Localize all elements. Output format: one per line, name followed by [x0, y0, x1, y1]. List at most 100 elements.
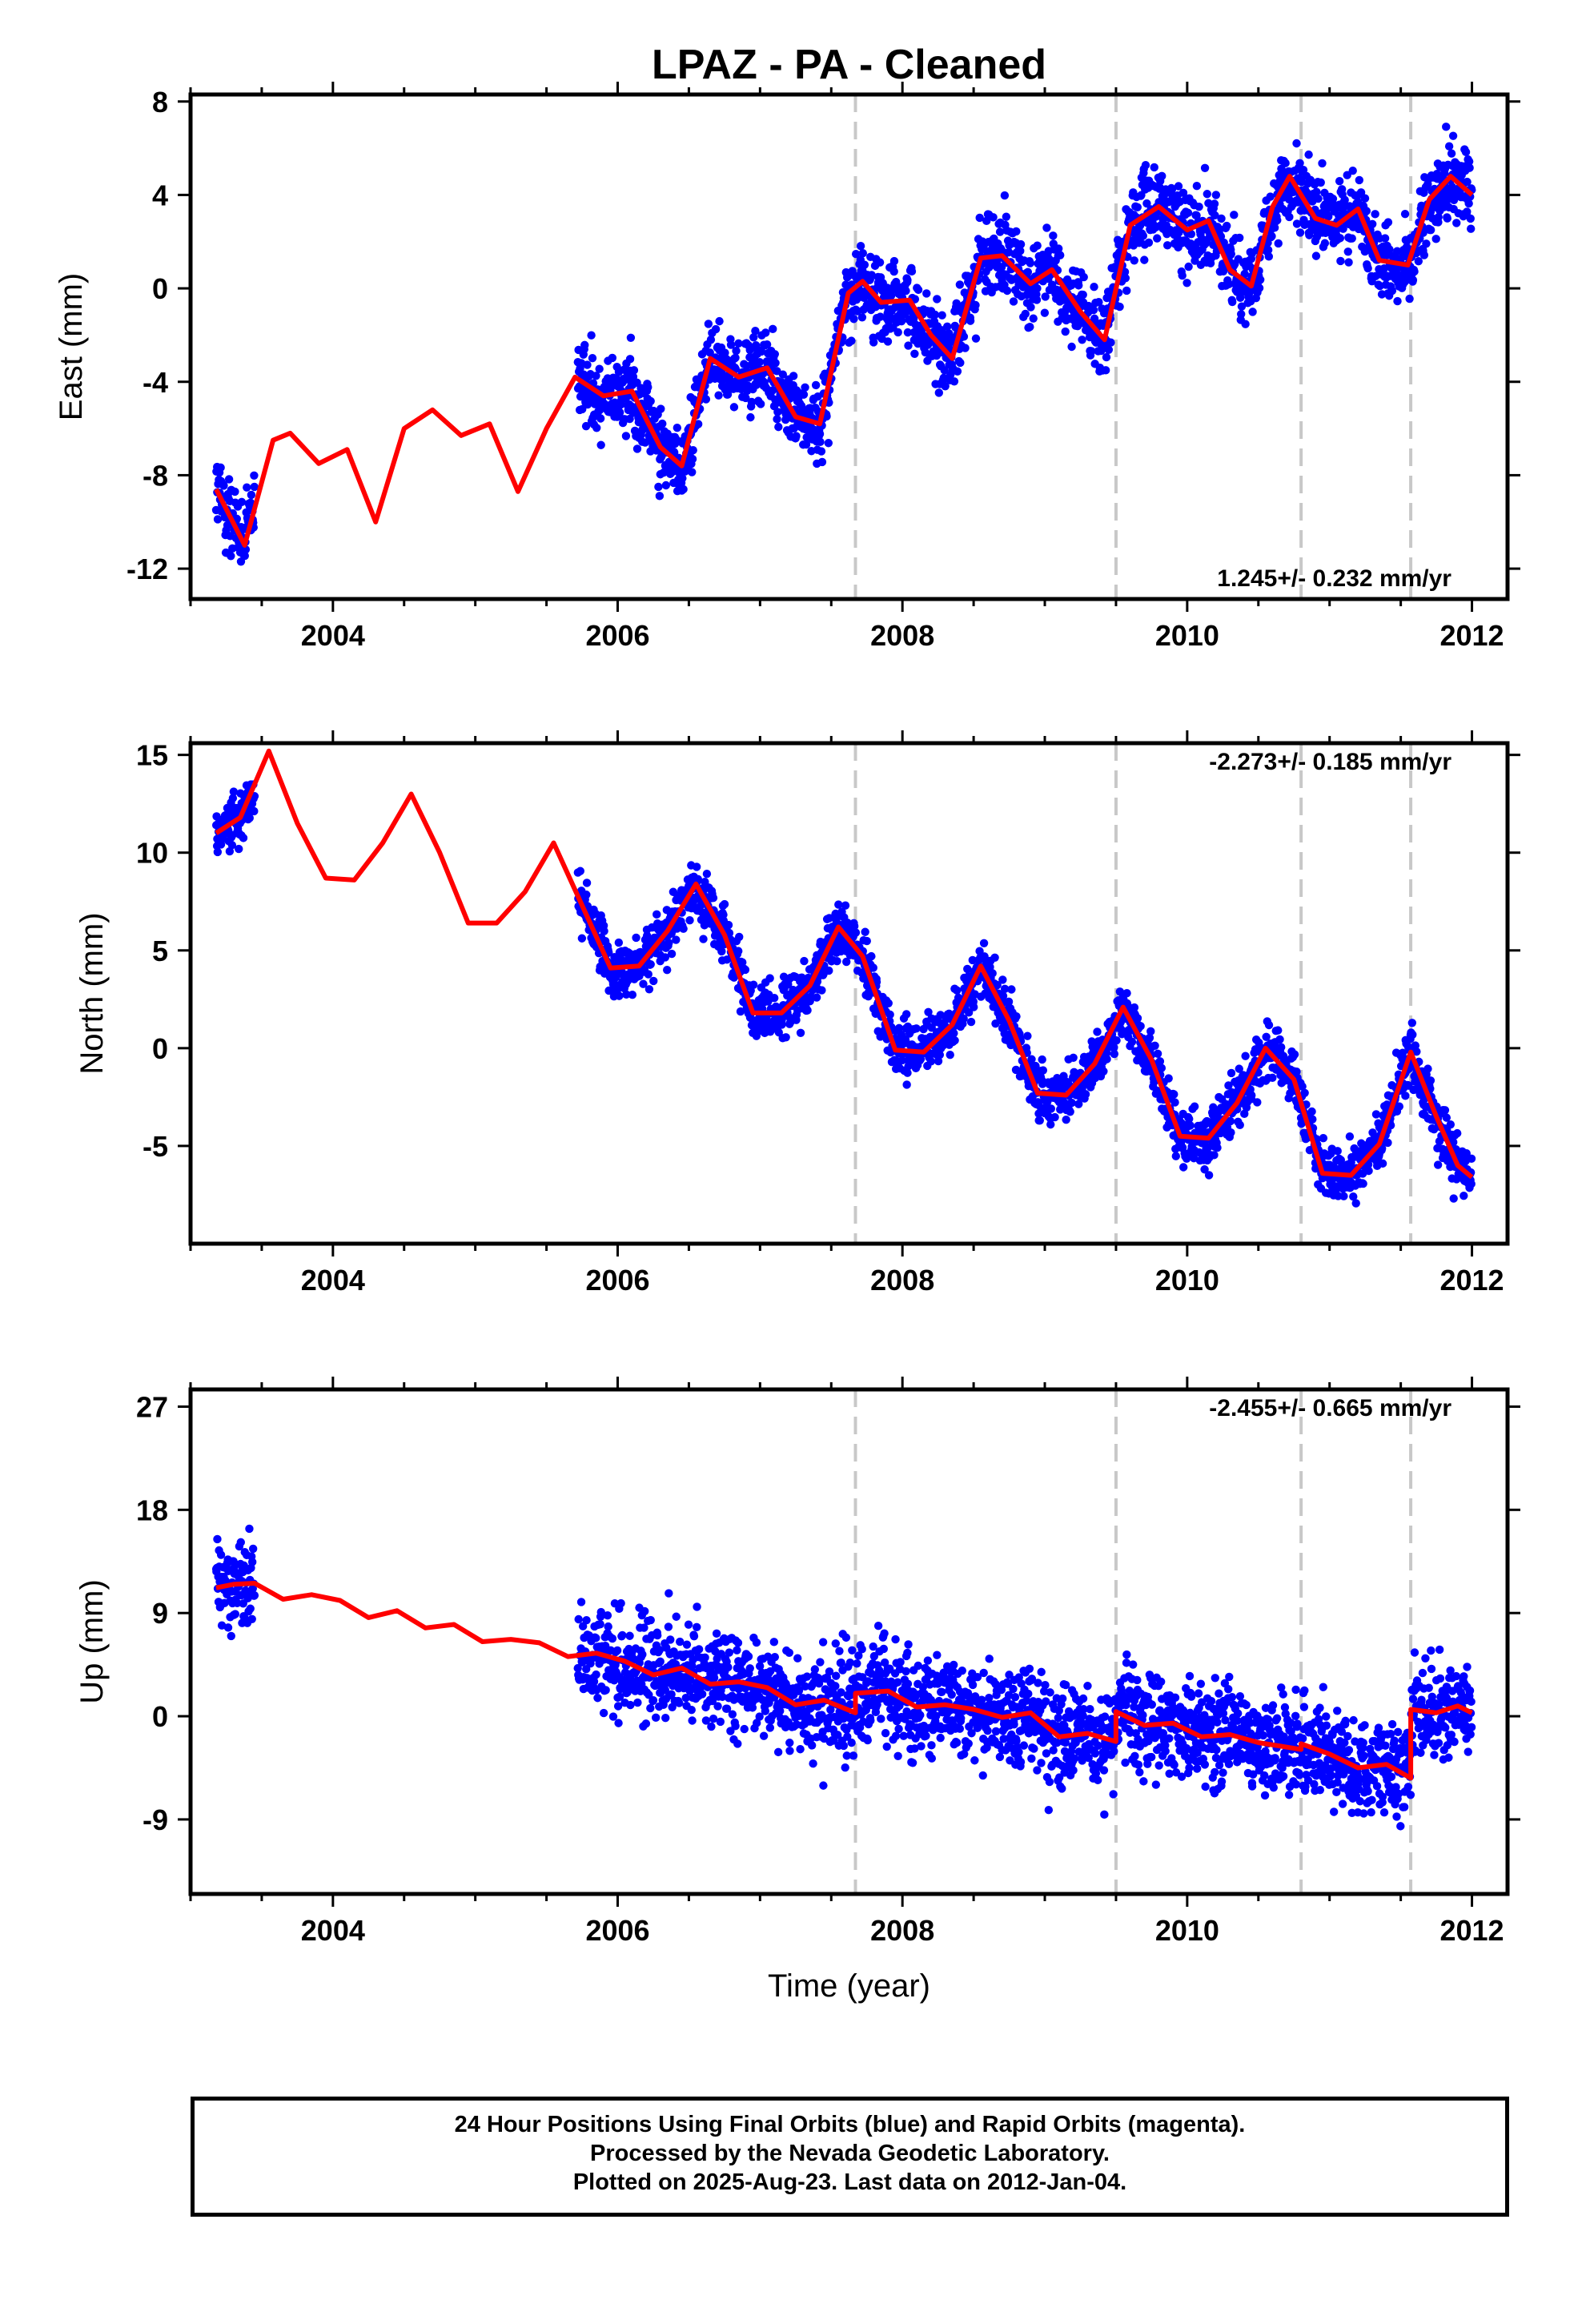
- data-point: [746, 412, 755, 422]
- data-point: [1200, 1165, 1209, 1174]
- data-point: [693, 875, 702, 884]
- data-point: [1461, 147, 1471, 157]
- data-point: [706, 336, 716, 344]
- data-point: [889, 256, 899, 266]
- data-point: [576, 1598, 586, 1606]
- y-tick-label: 10: [136, 837, 168, 870]
- data-point: [1026, 259, 1035, 267]
- data-point: [1393, 296, 1402, 306]
- data-point: [1200, 163, 1210, 173]
- data-point: [979, 939, 989, 947]
- data-point: [661, 480, 671, 490]
- data-point: [1235, 1120, 1244, 1130]
- data-point: [893, 328, 902, 337]
- data-point: [1355, 175, 1364, 185]
- data-point: [247, 490, 256, 500]
- data-point: [1136, 1022, 1145, 1031]
- data-point: [1164, 1074, 1173, 1083]
- data-point: [1141, 161, 1150, 170]
- data-point: [1002, 212, 1011, 221]
- data-point: [245, 1524, 254, 1534]
- data-point: [1224, 1081, 1233, 1090]
- data-point: [1081, 1090, 1090, 1099]
- data-point: [1178, 1163, 1188, 1172]
- data-point: [1204, 1171, 1214, 1180]
- data-point: [1023, 1031, 1032, 1040]
- data-point: [667, 949, 677, 959]
- data-point: [940, 366, 949, 375]
- data-point: [849, 315, 858, 324]
- x-tick-label: 2006: [585, 1264, 649, 1297]
- data-point: [217, 1621, 227, 1630]
- data-point: [1247, 1091, 1256, 1100]
- data-point: [608, 353, 617, 363]
- data-point: [817, 447, 826, 456]
- data-point: [640, 438, 650, 447]
- data-point: [1029, 314, 1038, 323]
- data-point: [580, 340, 589, 350]
- data-point: [625, 355, 635, 364]
- data-point: [998, 991, 1008, 1000]
- data-point: [1268, 1073, 1277, 1083]
- data-point: [1211, 211, 1219, 220]
- data-point: [612, 375, 621, 384]
- data-point: [1224, 279, 1234, 288]
- data-point: [815, 429, 825, 439]
- data-point: [587, 331, 596, 340]
- data-point: [1453, 1128, 1462, 1138]
- data-point: [614, 984, 623, 993]
- data-point: [1130, 256, 1138, 265]
- data-point: [1000, 984, 1010, 994]
- data-point: [1040, 308, 1050, 317]
- data-point: [1066, 1108, 1074, 1116]
- data-point: [1343, 171, 1351, 179]
- data-point: [885, 1010, 894, 1019]
- data-point: [688, 455, 697, 464]
- data-point: [1364, 1166, 1373, 1176]
- data-point: [1335, 234, 1345, 243]
- data-point: [1319, 1133, 1328, 1143]
- data-point: [578, 404, 587, 414]
- data-point: [857, 313, 867, 322]
- data-point: [1016, 239, 1026, 249]
- data-point: [849, 922, 859, 931]
- data-point: [961, 344, 970, 352]
- data-point: [705, 348, 714, 357]
- data-point: [1226, 1116, 1235, 1126]
- data-point: [773, 415, 781, 424]
- data-point: [678, 474, 687, 483]
- data-point: [1046, 1120, 1055, 1129]
- data-point: [219, 481, 228, 490]
- data-point: [769, 324, 777, 334]
- data-point: [227, 552, 235, 561]
- data-point: [963, 271, 972, 280]
- data-point: [1240, 1109, 1249, 1119]
- data-point: [1349, 1192, 1358, 1201]
- data-point: [1412, 1047, 1421, 1056]
- data-point: [614, 938, 624, 947]
- data-point: [781, 1033, 790, 1042]
- y-tick-label: 0: [152, 1032, 168, 1065]
- x-tick-label: 2012: [1439, 1264, 1504, 1297]
- data-point: [1292, 219, 1302, 228]
- x-tick-label: 2010: [1155, 1264, 1219, 1297]
- data-point: [245, 814, 254, 822]
- data-point: [1274, 1026, 1283, 1035]
- data-point: [1387, 286, 1397, 296]
- data-point: [1308, 1115, 1317, 1124]
- y-tick-label: -12: [126, 553, 168, 585]
- data-point: [1171, 1152, 1181, 1160]
- data-point: [1371, 210, 1379, 219]
- data-point: [778, 370, 788, 379]
- data-point: [216, 463, 225, 472]
- y-tick-label: 5: [152, 935, 168, 967]
- data-point: [966, 316, 975, 325]
- data-point: [1318, 159, 1327, 168]
- y-axis-label: North (mm): [74, 912, 110, 1074]
- data-point: [629, 366, 639, 375]
- data-point: [982, 216, 991, 226]
- data-point: [237, 497, 247, 507]
- data-point: [1351, 1199, 1360, 1208]
- data-point: [1339, 1192, 1348, 1200]
- data-point: [1449, 1194, 1458, 1203]
